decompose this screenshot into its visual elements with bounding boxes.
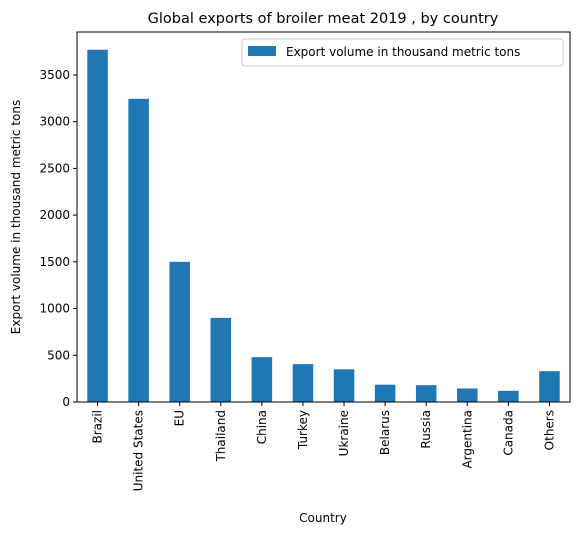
y-tick-label: 500 [47,348,70,362]
bar-thailand [210,317,232,402]
x-tick-label: China [255,410,269,444]
x-tick-label: Brazil [91,410,105,444]
bar-others [539,371,560,402]
y-axis-ticks: 0 500 1000 1500 2000 2500 3000 3500 [39,68,77,409]
bar-argentina [457,388,478,402]
legend: Export volume in thousand metric tons [241,38,564,67]
legend-label: Export volume in thousand metric tons [286,45,520,59]
y-tick-label: 3000 [39,115,70,129]
bar-ukraine [333,369,355,402]
x-tick-label: Others [542,410,556,450]
bar-eu [169,261,190,402]
y-tick-label: 1500 [39,255,70,269]
bar-turkey [292,364,314,402]
bar-brazil [87,49,108,402]
x-tick-label: Turkey [296,410,310,450]
x-axis-label: Country [299,511,347,525]
x-tick-label: United States [132,410,146,491]
bar-russia [415,385,437,402]
x-tick-label: Thailand [214,410,228,463]
x-axis-ticks: Brazil United States EU Thailand China Turkey… [91,402,556,491]
bar-china [251,357,273,402]
y-tick-label: 0 [62,395,70,409]
legend-frame [241,38,564,67]
y-tick-label: 2500 [39,161,70,175]
y-tick-label: 1000 [39,302,70,316]
x-tick-label: Ukraine [337,410,351,456]
x-tick-label: Argentina [460,410,474,469]
plot-frame [76,31,571,403]
bar-canada [498,390,519,402]
x-tick-label: EU [173,410,187,426]
chart-title: Global exports of broiler meat 2019 , by… [148,11,499,27]
bar-united-states [128,98,149,403]
y-axis-label: Export volume in thousand metric tons [9,100,23,334]
x-tick-label: Russia [419,410,433,449]
bar-belarus [374,384,396,402]
x-tick-label: Canada [501,410,515,456]
y-tick-label: 3500 [39,68,70,82]
bars-group [87,49,560,403]
y-tick-label: 2000 [39,208,70,222]
x-tick-label: Belarus [378,410,392,455]
legend-swatch [248,46,276,56]
